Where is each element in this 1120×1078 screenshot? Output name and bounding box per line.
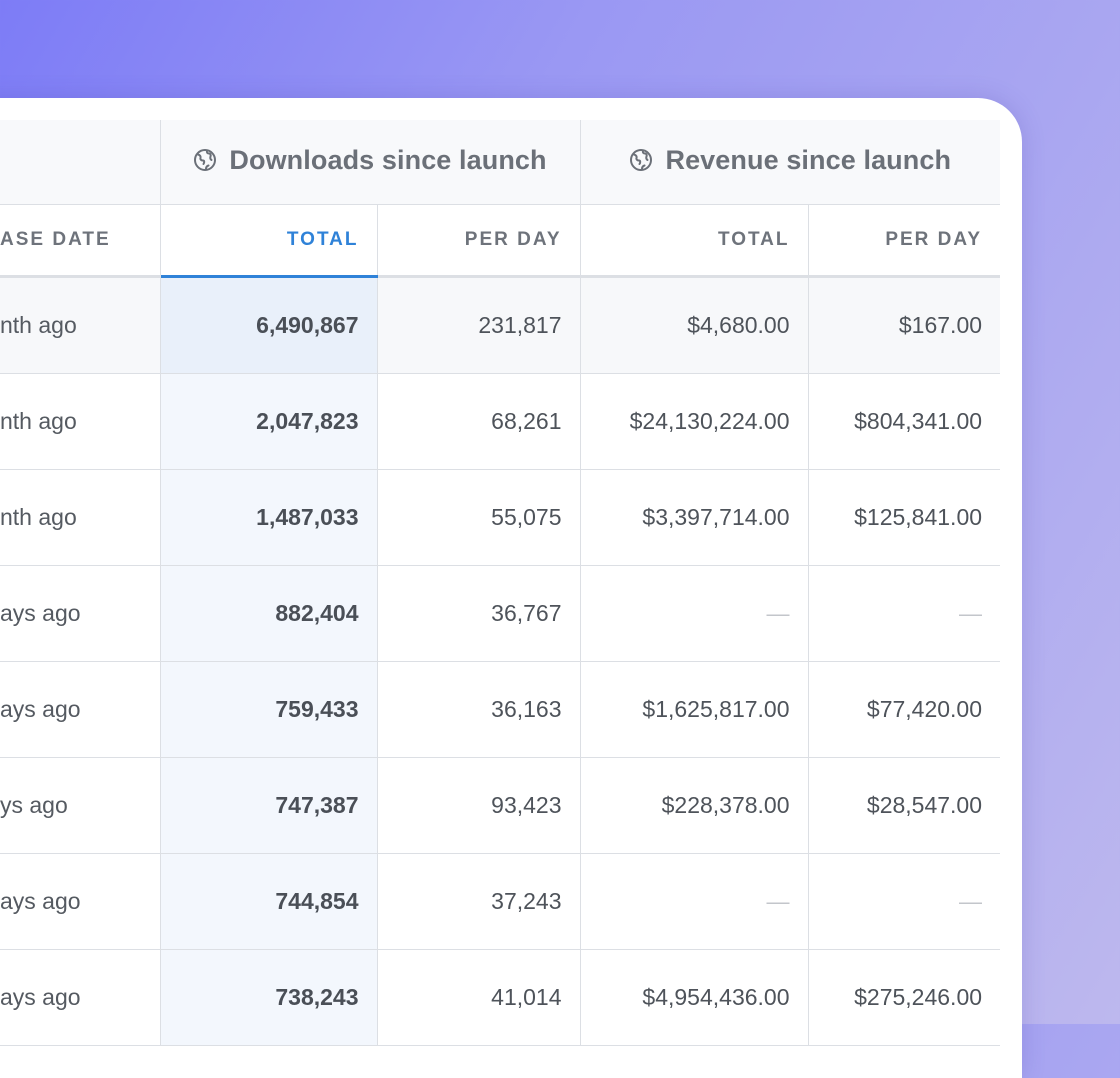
globe-icon <box>629 148 653 179</box>
column-header-revenue-per-day[interactable]: PER DAY <box>807 204 1001 278</box>
release-date-cell: ays ago <box>0 565 160 662</box>
table-row[interactable]: ays ago 882,404 36,767 — — <box>0 565 1001 662</box>
revenue-total-cell: — <box>579 853 809 950</box>
downloads-total-cell: 747,387 <box>159 757 377 854</box>
table-row[interactable]: ays ago 744,854 37,243 — — <box>0 853 1001 950</box>
revenue-per-day-cell: — <box>807 853 1001 950</box>
revenue-per-day-cell: — <box>807 565 1001 662</box>
release-date-cell: nth ago <box>0 276 160 374</box>
revenue-per-day-cell: $167.00 <box>807 276 1001 374</box>
table-row[interactable]: ays ago 759,433 36,163 $1,625,817.00 $77… <box>0 661 1001 758</box>
downloads-per-day-cell: 55,075 <box>376 469 581 566</box>
column-header-row: ASE DATE TOTAL PER DAY TOTAL PER DAY <box>0 204 1001 278</box>
table-row[interactable]: ays ago 738,243 41,014 $4,954,436.00 $27… <box>0 949 1001 1046</box>
revenue-total-cell: $3,397,714.00 <box>579 469 809 566</box>
downloads-total-cell: 744,854 <box>159 853 377 950</box>
group-header-downloads-label: Downloads since launch <box>229 145 547 175</box>
revenue-per-day-cell: $125,841.00 <box>807 469 1001 566</box>
downloads-per-day-cell: 231,817 <box>376 276 581 374</box>
revenue-total-cell: $4,680.00 <box>579 276 809 374</box>
downloads-per-day-cell: 36,767 <box>376 565 581 662</box>
revenue-per-day-cell: $804,341.00 <box>807 373 1001 470</box>
table-row[interactable]: nth ago 2,047,823 68,261 $24,130,224.00 … <box>0 373 1001 470</box>
release-date-cell: nth ago <box>0 373 160 470</box>
column-header-downloads-total[interactable]: TOTAL <box>159 204 377 278</box>
column-header-revenue-total[interactable]: TOTAL <box>579 204 809 278</box>
column-group-header-row: Downloads since launch Revenue since lau… <box>0 120 1001 205</box>
downloads-total-cell: 738,243 <box>159 949 377 1046</box>
revenue-total-cell: — <box>579 565 809 662</box>
revenue-total-cell: $4,954,436.00 <box>579 949 809 1046</box>
revenue-total-cell: $228,378.00 <box>579 757 809 854</box>
downloads-total-cell: 759,433 <box>159 661 377 758</box>
group-header-blank <box>0 120 160 205</box>
revenue-total-cell: $1,625,817.00 <box>579 661 809 758</box>
column-header-release-date[interactable]: ASE DATE <box>0 204 160 278</box>
revenue-total-cell: $24,130,224.00 <box>579 373 809 470</box>
release-date-cell: ays ago <box>0 661 160 758</box>
downloads-per-day-cell: 93,423 <box>376 757 581 854</box>
revenue-per-day-cell: $77,420.00 <box>807 661 1001 758</box>
group-header-downloads: Downloads since launch <box>159 120 581 205</box>
apps-table: Downloads since launch Revenue since lau… <box>0 120 1001 1046</box>
downloads-per-day-cell: 41,014 <box>376 949 581 1046</box>
downloads-per-day-cell: 36,163 <box>376 661 581 758</box>
release-date-cell: ays ago <box>0 853 160 950</box>
group-header-revenue-label: Revenue since launch <box>665 145 952 175</box>
table-row[interactable]: nth ago 6,490,867 231,817 $4,680.00 $167… <box>0 276 1001 374</box>
group-header-revenue: Revenue since launch <box>579 120 1001 205</box>
release-date-cell: ys ago <box>0 757 160 854</box>
table-row[interactable]: nth ago 1,487,033 55,075 $3,397,714.00 $… <box>0 469 1001 566</box>
release-date-cell: ays ago <box>0 949 160 1046</box>
downloads-total-cell: 2,047,823 <box>159 373 377 470</box>
revenue-per-day-cell: $275,246.00 <box>807 949 1001 1046</box>
revenue-per-day-cell: $28,547.00 <box>807 757 1001 854</box>
downloads-total-cell: 1,487,033 <box>159 469 377 566</box>
table-row[interactable]: ys ago 747,387 93,423 $228,378.00 $28,54… <box>0 757 1001 854</box>
downloads-total-cell: 882,404 <box>159 565 377 662</box>
downloads-per-day-cell: 68,261 <box>376 373 581 470</box>
table-card: Downloads since launch Revenue since lau… <box>0 98 1022 1078</box>
column-header-downloads-per-day[interactable]: PER DAY <box>376 204 581 278</box>
release-date-cell: nth ago <box>0 469 160 566</box>
globe-icon <box>193 148 217 179</box>
downloads-total-cell: 6,490,867 <box>159 276 377 374</box>
downloads-per-day-cell: 37,243 <box>376 853 581 950</box>
